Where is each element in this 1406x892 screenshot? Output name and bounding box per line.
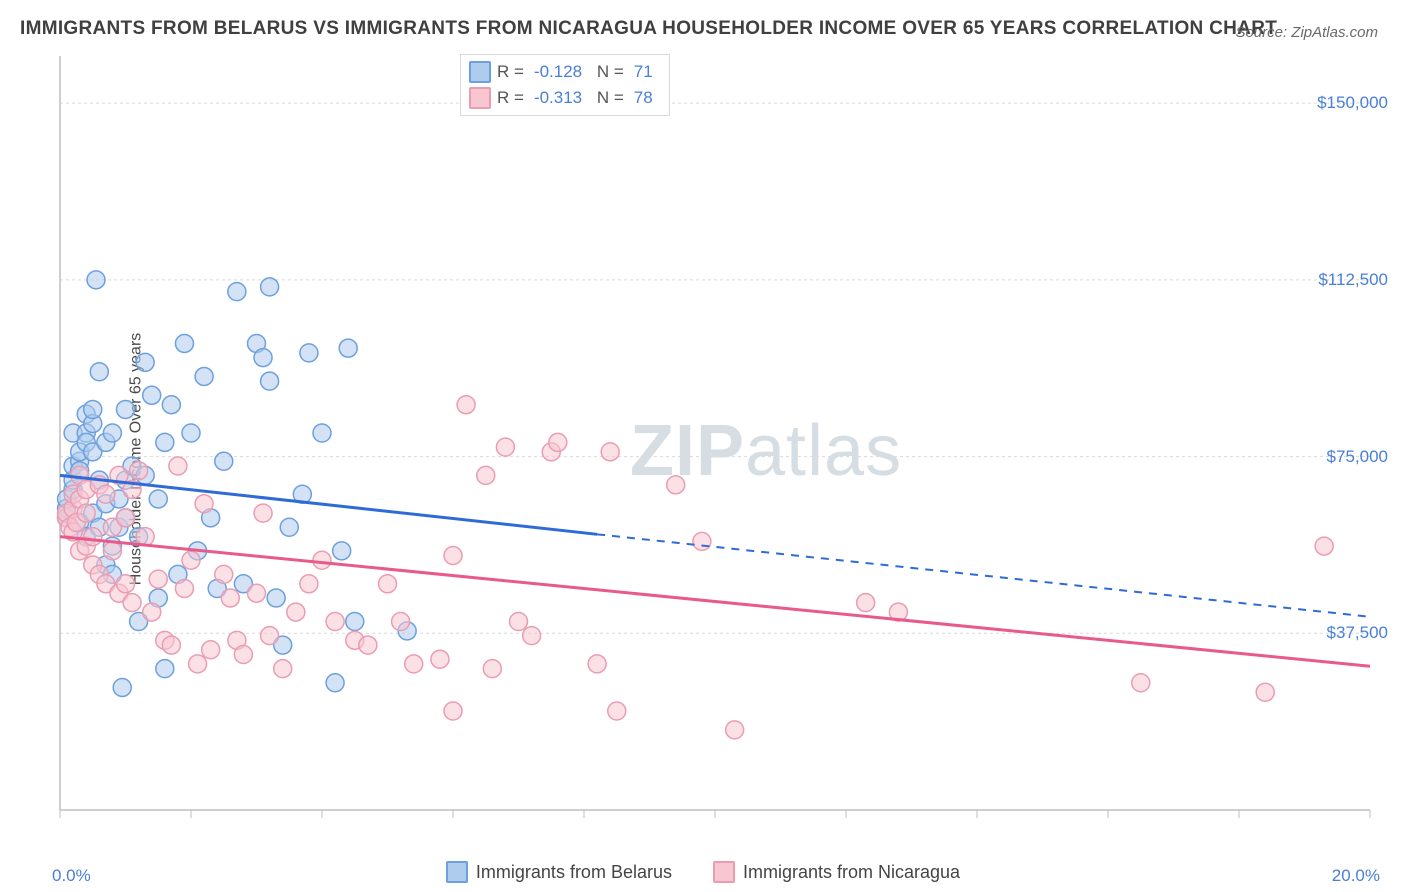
n-label: N = (592, 88, 624, 108)
axis-legend-belarus: Immigrants from Belarus (446, 861, 672, 883)
stats-legend: R = -0.128 N = 71 R = -0.313 N = 78 (460, 54, 670, 116)
legend-swatch-belarus-axis (446, 861, 468, 883)
y-tick-label: $150,000 (1317, 93, 1388, 113)
r-label: R = (497, 88, 524, 108)
r-value-nicaragua: -0.313 (534, 88, 582, 108)
legend-swatch-nicaragua (469, 87, 491, 109)
legend-swatch-nicaragua-axis (713, 861, 735, 883)
y-tick-label: $75,000 (1327, 447, 1388, 467)
axis-legend-label-belarus: Immigrants from Belarus (476, 862, 672, 883)
r-value-belarus: -0.128 (534, 62, 582, 82)
stats-legend-row-nicaragua: R = -0.313 N = 78 (469, 85, 657, 111)
y-tick-label: $112,500 (1318, 270, 1388, 290)
y-tick-label: $37,500 (1327, 623, 1388, 643)
source-attribution: Source: ZipAtlas.com (1235, 24, 1378, 41)
r-label: R = (497, 62, 524, 82)
stats-legend-row-belarus: R = -0.128 N = 71 (469, 59, 657, 85)
scatter-plot (50, 50, 1386, 840)
chart-title: IMMIGRANTS FROM BELARUS VS IMMIGRANTS FR… (20, 18, 1277, 40)
axis-legend-nicaragua: Immigrants from Nicaragua (713, 861, 960, 883)
legend-swatch-belarus (469, 61, 491, 83)
axis-legend-label-nicaragua: Immigrants from Nicaragua (743, 862, 960, 883)
n-value-belarus: 71 (634, 62, 653, 82)
n-value-nicaragua: 78 (634, 88, 653, 108)
axis-legend: Immigrants from Belarus Immigrants from … (0, 861, 1406, 888)
n-label: N = (592, 62, 624, 82)
